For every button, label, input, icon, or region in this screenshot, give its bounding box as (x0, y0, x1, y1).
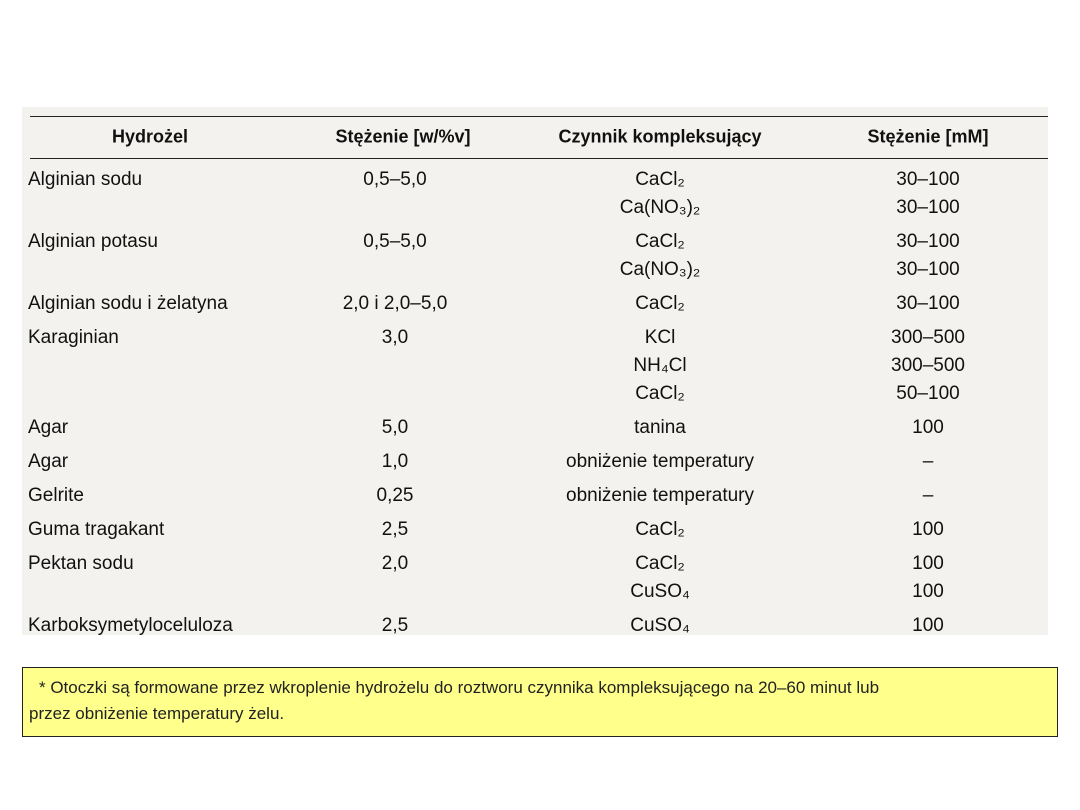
footnote-line: przez obniżenie temperatury żelu. (29, 704, 285, 723)
agent-concentration: 300–500 (891, 327, 965, 348)
agent-concentration: 30–100 (896, 169, 960, 190)
hydrogel: Karaginian (28, 327, 119, 348)
agent: Ca(NO₃)₂ (619, 197, 701, 218)
header-rule (30, 158, 1048, 159)
agent-concentration: 30–100 (896, 293, 960, 314)
agent: CaCl₂ (635, 231, 685, 252)
agent-concentration: 100 (912, 417, 944, 438)
agent: CuSO₄ (630, 581, 690, 602)
header-cell: Stężenie [mM] (867, 126, 989, 147)
agent-concentration: 100 (912, 615, 944, 635)
agent: tanina (634, 417, 686, 438)
concentration: 3,0 (381, 327, 409, 348)
agent: CaCl₂ (635, 553, 685, 574)
table: Hydrożel Stężenie [w/%v] Czynnik kompleksu… (22, 107, 1048, 635)
agent: CaCl₂ (635, 383, 685, 404)
agent-concentration: 100 (912, 553, 944, 574)
agent: Ca(NO₃)₂ (619, 259, 701, 280)
agent-concentration: – (922, 485, 934, 506)
agent: KCl (644, 327, 676, 348)
agent: NH₄Cl (633, 355, 687, 376)
agent-concentration: 30–100 (896, 197, 960, 218)
concentration: 1,0 (381, 451, 409, 472)
footnote-line: * Otoczki są formowane przez wkroplenie … (39, 678, 880, 697)
hydrogel: Alginian sodu (28, 169, 143, 190)
hydrogel: Guma tragakant (28, 519, 165, 540)
concentration: 2,5 (381, 519, 409, 540)
agent-concentration: 30–100 (896, 259, 960, 280)
concentration: 2,5 (381, 615, 409, 635)
agent-concentration: 300–500 (891, 355, 965, 376)
agent-concentration: 30–100 (896, 231, 960, 252)
agent-concentration: 100 (912, 581, 944, 602)
header-cell: Hydrożel (111, 126, 189, 147)
concentration: 0,5–5,0 (363, 169, 427, 190)
agent: CaCl₂ (635, 293, 685, 314)
agent-concentration: 50–100 (896, 383, 960, 404)
agent: obniżenie temperatury (566, 485, 754, 506)
header-rule (30, 116, 1048, 117)
hydrogel: Alginian sodu i żelatyna (28, 293, 228, 314)
agent-concentration: – (922, 451, 934, 472)
hydrogel: Agar (28, 451, 69, 472)
header-cell: Czynnik kompleksujący (558, 126, 762, 147)
concentration: 2,0 (381, 553, 409, 574)
footnote: * Otoczki są formowane przez wkroplenie … (22, 667, 1058, 737)
agent: CaCl₂ (635, 169, 685, 190)
concentration: 0,25 (376, 485, 414, 506)
concentration: 0,5–5,0 (363, 231, 427, 252)
hydrogel: Karboksymetyloceluloza (28, 615, 233, 635)
agent: CaCl₂ (635, 519, 685, 540)
header-cell: Stężenie [w/%v] (335, 126, 471, 147)
agent-concentration: 100 (912, 519, 944, 540)
hydrogel: Agar (28, 417, 69, 438)
agent: CuSO₄ (630, 615, 690, 635)
hydrogel: Pektan sodu (28, 553, 134, 574)
concentration: 5,0 (381, 417, 409, 438)
hydrogel: Alginian potasu (28, 231, 158, 252)
agent: obniżenie temperatury (566, 451, 754, 472)
concentration: 2,0 i 2,0–5,0 (342, 293, 448, 314)
hydrogel: Gelrite (28, 485, 84, 506)
